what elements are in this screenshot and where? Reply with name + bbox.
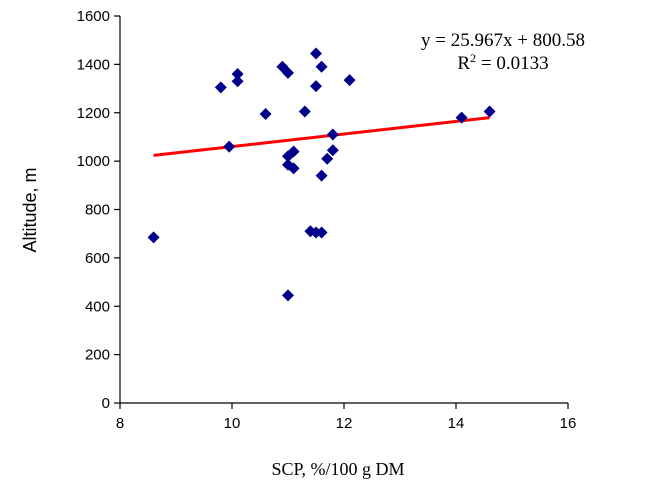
data-point xyxy=(287,162,300,175)
data-point xyxy=(315,60,328,73)
data-point xyxy=(483,105,496,118)
data-point xyxy=(147,231,160,244)
data-point xyxy=(326,128,339,141)
y-tick-label: 800 xyxy=(85,202,110,219)
data-point xyxy=(321,152,334,165)
r-squared-value: = 0.0133 xyxy=(476,53,548,74)
x-axis-ticks: 8 10 12 14 16 xyxy=(116,403,577,432)
data-point xyxy=(231,75,244,88)
axes xyxy=(119,16,568,404)
x-tick-label: 12 xyxy=(336,415,353,432)
trendline-equation: y = 25.967x + 800.58 xyxy=(421,30,585,51)
trendline xyxy=(153,116,490,157)
y-tick-label: 1200 xyxy=(77,105,110,122)
data-point xyxy=(282,289,294,302)
trendline-group xyxy=(153,116,490,157)
y-tick-label: 400 xyxy=(85,298,110,315)
data-point xyxy=(315,226,328,239)
data-point xyxy=(298,105,311,118)
y-tick-label: 1600 xyxy=(77,8,110,25)
data-points xyxy=(147,47,496,302)
y-tick-label: 1400 xyxy=(77,56,110,73)
r-squared-superscript: 2 xyxy=(470,51,476,65)
y-tick-label: 600 xyxy=(85,250,110,267)
data-point xyxy=(310,47,322,60)
r-squared-prefix: R xyxy=(457,53,470,74)
y-tick-label: 0 xyxy=(102,395,110,412)
y-tick-label: 1000 xyxy=(77,153,110,170)
data-point xyxy=(287,145,300,158)
x-tick-label: 10 xyxy=(224,415,241,432)
data-point xyxy=(326,144,339,157)
data-point xyxy=(315,169,328,182)
data-point xyxy=(223,140,236,153)
x-tick-label: 14 xyxy=(448,415,465,432)
y-axis-label: Altitude, m xyxy=(20,167,40,252)
data-point xyxy=(455,111,468,124)
x-axis-label: SCP, %/100 g DM xyxy=(271,459,404,479)
data-point xyxy=(231,68,244,81)
data-point xyxy=(310,80,322,93)
data-point xyxy=(282,66,294,79)
data-point xyxy=(214,81,227,94)
y-axis-ticks: 0 200 400 600 800 1000 1200 1400 1600 xyxy=(77,8,120,412)
r-squared-annotation: R2 = 0.0133 xyxy=(457,51,548,74)
x-tick-label: 16 xyxy=(560,415,577,432)
x-tick-label: 8 xyxy=(116,415,124,432)
y-tick-label: 200 xyxy=(85,347,110,364)
data-point xyxy=(343,74,356,87)
data-point xyxy=(259,107,272,120)
